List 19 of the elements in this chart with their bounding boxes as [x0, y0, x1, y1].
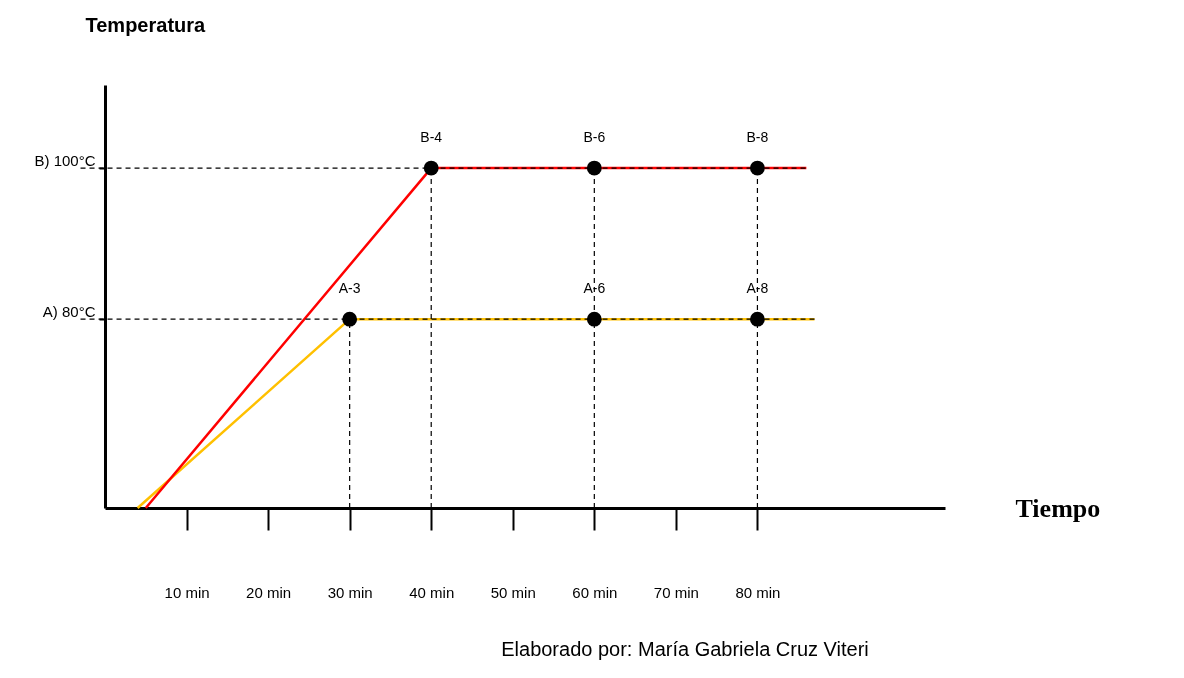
annotation: B-8 — [746, 129, 769, 146]
annotation: B-6 — [583, 129, 606, 146]
y-tick-label: A) 80°C — [42, 302, 96, 320]
x-tick-label: 20 min — [246, 583, 292, 601]
y-tick-label: B) 100°C — [34, 151, 96, 169]
x-tick-label: 50 min — [490, 583, 536, 601]
annotation: A-8 — [746, 280, 769, 297]
x-tick-label: 80 min — [735, 583, 781, 601]
x-tick-label: 10 min — [164, 583, 210, 601]
x-tick-label: 60 min — [572, 583, 618, 601]
x-tick-label: 30 min — [327, 583, 373, 601]
x-axis-title: Tiempo — [1015, 493, 1101, 523]
y-axis-title: Temperatura — [85, 13, 207, 36]
annotation: B-4 — [420, 129, 443, 146]
x-tick-label: 70 min — [653, 583, 699, 601]
x-tick-label: 40 min — [409, 583, 455, 601]
text: Elaborado por: María Gabriela Cruz Viteri — [501, 638, 869, 660]
annotation: A-6 — [583, 280, 606, 297]
annotation: A-3 — [338, 280, 361, 297]
